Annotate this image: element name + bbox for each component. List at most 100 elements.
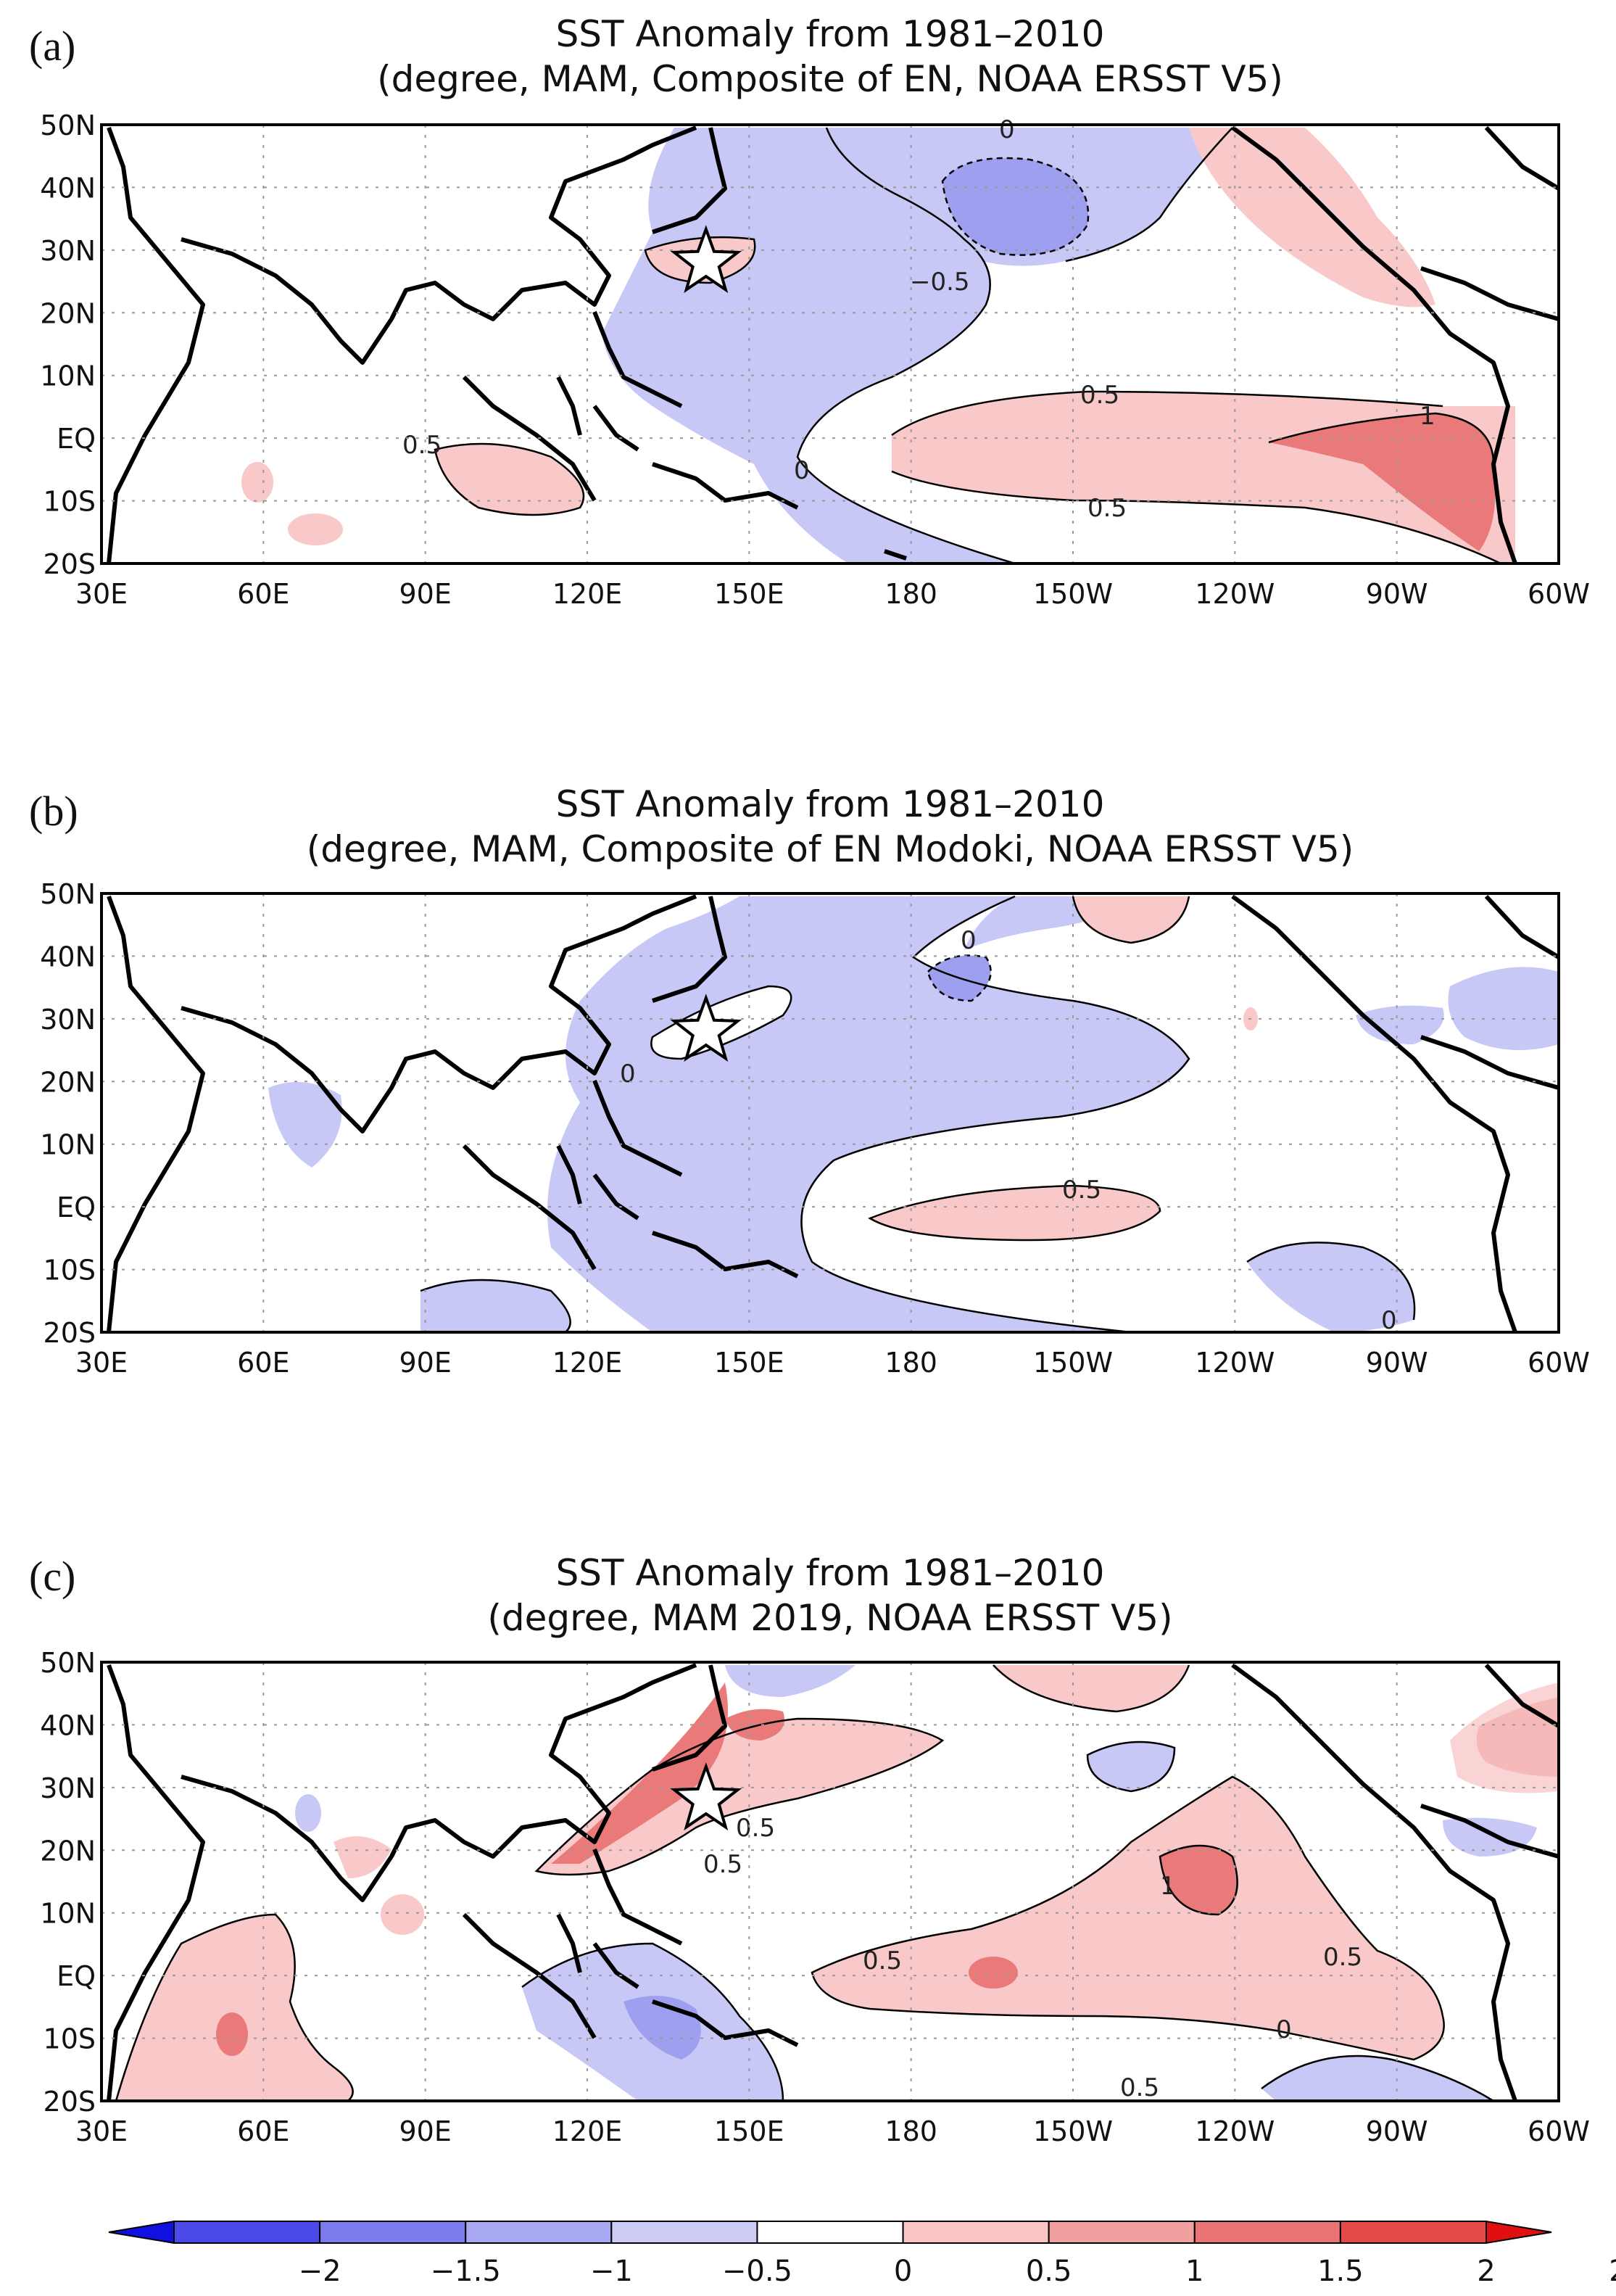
colorbar-segment bbox=[465, 2221, 613, 2244]
panel-c-pos-kuroshio-core bbox=[725, 1709, 784, 1740]
lon-label: 30E bbox=[75, 578, 128, 610]
panel-a-contour-labels: 0 −0.5 0.5 0.5 1 0.5 0 bbox=[402, 115, 1435, 523]
panel-b-contour-label: 0.5 bbox=[1062, 1176, 1101, 1205]
panel-c-lon-labels: 30E 60E 90E 120E 150E 180 150W 120W 90W 60W bbox=[75, 2115, 1590, 2147]
panel-c-contour-label: 0 bbox=[1276, 2015, 1292, 2044]
lon-label: 30E bbox=[75, 1347, 128, 1379]
panel-c-title-line2: (degree, MAM 2019, NOAA ERSST V5) bbox=[487, 1597, 1173, 1639]
panel-b-lon-labels: 30E 60E 90E 120E 150E 180 150W 120W 90W 60W bbox=[75, 1347, 1590, 1379]
lon-label: 120E bbox=[552, 578, 623, 610]
panel-c-contour-label: 1 bbox=[1160, 1872, 1176, 1901]
panel-c-pos-bay-bengal bbox=[333, 1836, 391, 1878]
lon-label: 120W bbox=[1195, 578, 1275, 610]
panel-a-pos-northeast-pacific bbox=[1189, 128, 1435, 307]
lat-label: 50N bbox=[40, 110, 96, 141]
panel-b-frame bbox=[100, 892, 1560, 1334]
lat-label: 30N bbox=[40, 1772, 96, 1804]
panel-a-contour-label: 0 bbox=[999, 115, 1015, 144]
panel-a-pos-indian-small2 bbox=[288, 513, 343, 545]
panel-b-neg-southeast bbox=[1247, 1242, 1415, 1332]
panel-a-pos-indian-small bbox=[241, 462, 273, 503]
panel-b-contours bbox=[420, 895, 1416, 1334]
colorbar-max-arrow bbox=[1486, 2220, 1552, 2245]
lat-label: 20S bbox=[43, 2086, 96, 2118]
panel-c-pos-indian-ocean bbox=[116, 1915, 353, 2101]
colorbar: −2 −1.5 −1 −0.5 0 0.5 1 1.5 2 2.5 bbox=[108, 2220, 1616, 2288]
lon-label: 60W bbox=[1528, 2115, 1590, 2147]
lon-label: 60E bbox=[237, 1347, 289, 1379]
colorbar-tick-label: −1 bbox=[590, 2255, 633, 2288]
lat-label: 50N bbox=[40, 878, 96, 910]
lon-label: 150W bbox=[1033, 2115, 1113, 2147]
panel-c-neg-central-north bbox=[1087, 1742, 1174, 1791]
lon-label: 60W bbox=[1528, 578, 1590, 610]
lat-label: 40N bbox=[40, 1709, 96, 1741]
panel-a-contour-label: −0.5 bbox=[910, 268, 970, 297]
panel-a-neg-core bbox=[942, 158, 1088, 255]
panel-c-pos-japan-strong bbox=[551, 1682, 728, 1864]
lon-label: 120E bbox=[552, 2115, 623, 2147]
lat-label: 40N bbox=[40, 172, 96, 204]
lon-label: 60E bbox=[237, 578, 289, 610]
lat-label: EQ bbox=[57, 1192, 96, 1223]
panel-c-letter: (c) bbox=[29, 1553, 76, 1600]
panel-a-contours bbox=[434, 127, 1501, 565]
lat-label: 10S bbox=[43, 2023, 96, 2055]
lat-label: 20S bbox=[43, 548, 96, 580]
panel-b-star-marker bbox=[670, 994, 742, 1062]
panel-b-lat-labels: 50N 40N 30N 20N 10N EQ 10S 20S bbox=[40, 878, 96, 1349]
panel-c-pos-eq-core bbox=[969, 1957, 1018, 1989]
panel-a-title-line2: (degree, MAM, Composite of EN, NOAA ERSS… bbox=[377, 58, 1283, 100]
lat-label: 20N bbox=[40, 1066, 96, 1098]
panel-c-neg-caribbean bbox=[1443, 1817, 1537, 1857]
panel-b-neg-south-indian bbox=[420, 1280, 571, 1332]
colorbar-tick-label: −0.5 bbox=[722, 2255, 792, 2288]
panel-a-map: 0 −0.5 0.5 0.5 1 0.5 0 50N 40N 30N 20N 10N EQ… bbox=[40, 110, 1590, 610]
panel-c-pos-central-pacific bbox=[812, 1777, 1444, 2060]
lat-label: 10S bbox=[43, 486, 96, 518]
panel-a-pos-core-ecuador bbox=[1269, 413, 1496, 551]
panel-c-contour-label: 0.5 bbox=[863, 1946, 902, 1975]
panel-c-contours bbox=[115, 1664, 1494, 2102]
lon-label: 150E bbox=[714, 1347, 784, 1379]
colorbar-tick-label: 2.5 bbox=[1609, 2255, 1616, 2288]
colorbar-segment bbox=[610, 2221, 758, 2244]
panel-c-pos-indian-core bbox=[216, 2012, 248, 2056]
lon-label: 150W bbox=[1033, 1347, 1113, 1379]
lat-label: 20N bbox=[40, 1835, 96, 1867]
panel-a-coastlines bbox=[107, 125, 1560, 564]
lat-label: 30N bbox=[40, 235, 96, 267]
panel-c-neg-south-asia bbox=[295, 1794, 321, 1832]
panel-c-map: 1 0.5 0.5 0.5 0.5 0 0.5 50N 40N 30N 20N 10N E… bbox=[40, 1647, 1590, 2147]
lat-label: EQ bbox=[57, 423, 96, 455]
panel-a-letter: (a) bbox=[29, 22, 76, 70]
panel-c-contour-label: 0.5 bbox=[1323, 1943, 1362, 1972]
lat-label: 50N bbox=[40, 1647, 96, 1679]
panel-b-contour-label: 0 bbox=[961, 926, 977, 955]
lon-label: 180 bbox=[884, 2115, 937, 2147]
panel-b-neg-caribbean bbox=[1356, 1005, 1444, 1044]
colorbar-ticks: −2 −1.5 −1 −0.5 0 0.5 1 1.5 2 2.5 bbox=[299, 2255, 1616, 2288]
lat-label: 10S bbox=[43, 1255, 96, 1287]
panel-c-pos-north-pacific-band bbox=[536, 1719, 942, 1875]
colorbar-segment bbox=[1193, 2221, 1341, 2244]
panel-c-contour-label: 0.5 bbox=[736, 1814, 775, 1843]
colorbar-tick-label: 1.5 bbox=[1317, 2255, 1364, 2288]
lon-label: 60W bbox=[1528, 1347, 1590, 1379]
panel-c-anomaly-fills bbox=[116, 1665, 1559, 2101]
panel-a-frame bbox=[100, 123, 1560, 565]
lat-label: 20N bbox=[40, 297, 96, 329]
panel-a-lon-labels: 30E 60E 90E 120E 150E 180 150W 120W 90W 60W bbox=[75, 578, 1590, 610]
panel-a-lat-labels: 50N 40N 30N 20N 10N EQ 10S 20S bbox=[40, 110, 96, 580]
panel-c-lat-labels: 50N 40N 30N 20N 10N EQ 10S 20S bbox=[40, 1647, 96, 2118]
panel-a-grid bbox=[101, 125, 1559, 563]
lon-label: 90W bbox=[1366, 2115, 1428, 2147]
lon-label: 90E bbox=[399, 2115, 451, 2147]
lon-label: 180 bbox=[884, 578, 937, 610]
colorbar-tick-label: 2 bbox=[1477, 2255, 1495, 2288]
panel-c-pos-north-pacific-top bbox=[993, 1665, 1189, 1711]
colorbar-segment bbox=[1339, 2221, 1488, 2244]
lat-label: EQ bbox=[57, 1960, 96, 1992]
panel-b-title-line2: (degree, MAM, Composite of EN Modoki, NO… bbox=[306, 828, 1354, 870]
panel-c-grid bbox=[101, 1662, 1559, 2101]
